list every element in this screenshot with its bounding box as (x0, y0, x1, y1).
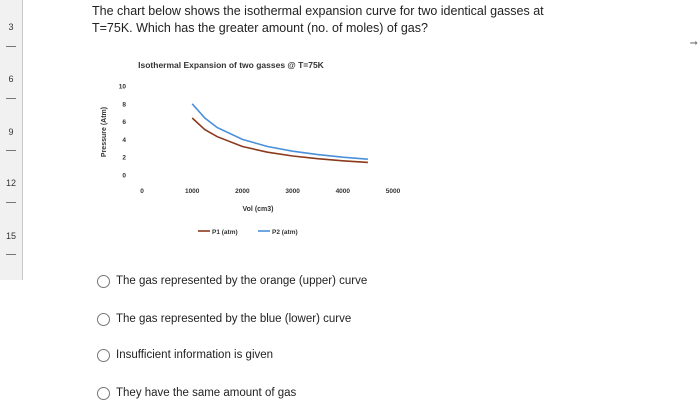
x-tick-label: 0 (140, 188, 144, 195)
y-tick-label: 8 (122, 101, 126, 108)
question-nav-sidebar: 3 6 9 12 15 (0, 0, 23, 280)
x-tick-label: 3000 (285, 188, 300, 195)
y-tick-label: 0 (122, 173, 126, 180)
question-text: The chart below shows the isothermal exp… (92, 3, 652, 37)
option-label: They have the same amount of gas (116, 387, 297, 399)
answer-option-2[interactable]: The gas represented by the blue (lower) … (97, 310, 351, 328)
y-tick-label: 6 (122, 119, 126, 126)
radio-button[interactable] (97, 386, 110, 400)
y-tick-labels: 0 2 4 6 8 10 (119, 84, 127, 180)
question-line-1: The chart below shows the isothermal exp… (92, 4, 544, 18)
series-line-p2-atm (191, 103, 368, 160)
y-tick-label: 2 (122, 155, 126, 162)
nav-item-9[interactable]: 9 (8, 127, 14, 137)
y-tick-label: 4 (122, 137, 126, 144)
x-tick-label: 2000 (235, 188, 250, 195)
legend-label: P1 (atm) (212, 229, 238, 236)
nav-separator (6, 202, 16, 203)
nav-item-3[interactable]: 3 (8, 22, 14, 32)
answer-option-3[interactable]: Insufficient information is given (97, 346, 273, 364)
x-tick-label: 1000 (185, 188, 200, 195)
legend-label: P2 (atm) (272, 229, 298, 236)
y-axis-label: Pressure (Atm) (101, 107, 108, 157)
option-label: The gas represented by the orange (upper… (116, 275, 368, 287)
x-tick-label: 4000 (336, 188, 351, 195)
option-label: Insufficient information is given (116, 349, 274, 361)
isothermal-chart: Isothermal Expansion of two gasses @ T=7… (101, 60, 401, 236)
radio-button[interactable] (97, 312, 110, 326)
series-lines (191, 103, 368, 164)
nav-separator (6, 254, 16, 255)
answer-option-1[interactable]: The gas represented by the orange (upper… (97, 272, 367, 290)
nav-separator (6, 98, 16, 99)
radio-button[interactable] (97, 348, 110, 362)
x-axis-label: Vol (cm3) (243, 206, 274, 213)
radio-button[interactable] (97, 274, 110, 288)
nav-item-12[interactable]: 12 (5, 178, 16, 188)
nav-separator (6, 46, 16, 47)
answer-option-4[interactable]: They have the same amount of gas (97, 384, 296, 402)
chart-legend: P1 (atm) P2 (atm) (198, 229, 298, 236)
nav-item-15[interactable]: 15 (5, 231, 16, 241)
y-tick-label: 10 (119, 84, 127, 91)
series-line-p1-atm (191, 117, 368, 164)
nav-separator (6, 150, 16, 151)
question-line-2: T=75K. Which has the greater amount (no.… (92, 21, 428, 35)
x-tick-labels: 0 1000 2000 3000 4000 5000 (140, 188, 400, 195)
expand-icon[interactable]: ➞ (689, 38, 698, 49)
nav-item-6[interactable]: 6 (8, 74, 14, 84)
option-label: The gas represented by the blue (lower) … (116, 313, 352, 325)
chart-title: Isothermal Expansion of two gasses @ T=7… (138, 60, 325, 70)
x-tick-label: 5000 (386, 188, 401, 195)
